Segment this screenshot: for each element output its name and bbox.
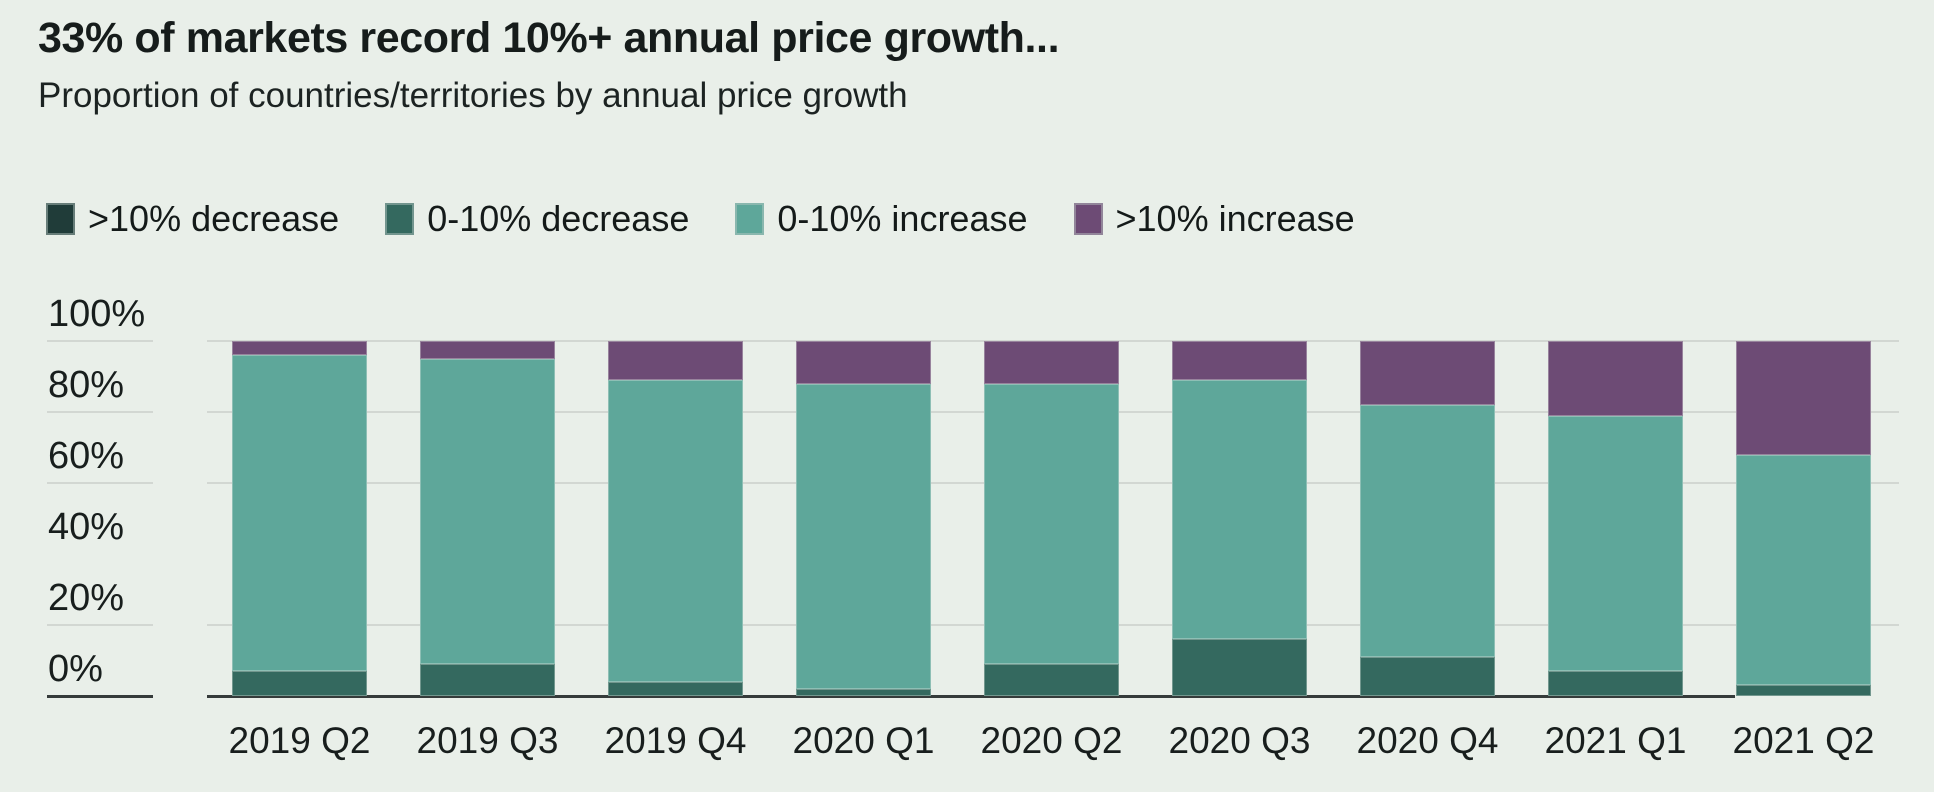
bar-segment-10-increase (1172, 341, 1307, 381)
bars-layer (0, 341, 1934, 696)
bar-segment-0-10-decrease (984, 664, 1119, 696)
bar-segment-0-10-decrease (232, 671, 367, 696)
legend-item-0-10-decrease: 0-10% decrease (385, 201, 689, 237)
x-axis-label-2020-q1: 2020 Q1 (792, 720, 935, 761)
y-axis-label-20: 20% (48, 577, 125, 619)
bar-segment-0-10-decrease (420, 664, 555, 696)
legend-item-10-decrease: >10% decrease (46, 201, 339, 237)
x-axis-label-2021-q1: 2021 Q1 (1544, 720, 1687, 761)
chart-title: 33% of markets record 10%+ annual price … (38, 14, 1060, 62)
bar-segment-10-increase (1548, 341, 1683, 416)
gridline-stub-100 (47, 340, 153, 342)
bar-segment-0-10-increase (796, 383, 931, 689)
bar-segment-0-10-increase (984, 383, 1119, 665)
y-axis-label-40: 40% (48, 506, 125, 548)
bar-segment-10-increase (420, 341, 555, 359)
chart-legend: >10% decrease 0-10% decrease 0-10% increas… (46, 201, 1355, 237)
gridline-stub-80 (47, 411, 153, 413)
bar-segment-0-10-decrease (1172, 639, 1307, 696)
bar-segment-0-10-decrease (1360, 656, 1495, 696)
legend-swatch-icon (735, 203, 765, 235)
gridline-stub-60 (47, 482, 153, 484)
bar-2020-q3 (1172, 341, 1307, 696)
bar-segment-10-increase (984, 341, 1119, 384)
bar-2019-q2 (232, 341, 367, 696)
y-axis-label-60: 60% (48, 435, 125, 477)
bar-segment-10-increase (232, 341, 367, 356)
x-axis-label-2019-q4: 2019 Q4 (604, 720, 747, 761)
legend-swatch-icon (385, 203, 415, 235)
legend-item-0-10-increase: 0-10% increase (735, 198, 1028, 239)
y-axis-label-0: 0% (48, 648, 103, 690)
bar-2021-q1 (1548, 341, 1683, 696)
legend-swatch-icon (46, 203, 75, 235)
bar-segment-0-10-increase (1360, 404, 1495, 657)
bar-segment-0-10-decrease (1548, 671, 1683, 696)
bar-segment-0-10-decrease (608, 681, 743, 696)
x-axis-label-2020-q2: 2020 Q2 (980, 720, 1123, 761)
axis-baseline (207, 695, 1735, 698)
bar-segment-0-10-increase (608, 380, 743, 682)
bar-segment-10-increase (1360, 341, 1495, 405)
legend-item-10-increase: >10% increase (1073, 198, 1355, 239)
legend-label: >10% increase (1115, 198, 1355, 239)
legend-label: 0-10% increase (777, 198, 1028, 239)
bar-segment-0-10-increase (232, 355, 367, 672)
bar-segment-10-increase (1736, 341, 1871, 455)
bar-2021-q2 (1736, 341, 1871, 696)
bar-segment-0-10-decrease (1736, 685, 1871, 696)
bar-segment-10-increase (608, 341, 743, 381)
bar-segment-0-10-increase (1736, 454, 1871, 686)
bar-segment-10-increase (796, 341, 931, 384)
chart-subtitle: Proportion of countries/territories by a… (38, 76, 908, 115)
legend-swatch-icon (1073, 203, 1103, 235)
legend-label: 0-10% decrease (427, 198, 690, 239)
x-axis-label-2020-q3: 2020 Q3 (1168, 720, 1311, 761)
y-axis-label-80: 80% (48, 364, 125, 406)
x-axis-label-2021-q2: 2021 Q2 (1732, 720, 1875, 761)
legend-label: >10% decrease (88, 198, 340, 239)
gridline-stub-20 (47, 624, 153, 626)
gridline-100 (207, 340, 1899, 342)
x-axis-label-2019-q2: 2019 Q2 (228, 720, 371, 761)
bar-2020-q1 (796, 341, 931, 696)
bar-segment-0-10-increase (1548, 415, 1683, 672)
bar-segment-0-10-increase (420, 358, 555, 665)
axis-baseline-stub (47, 695, 153, 698)
x-axis-label-2020-q4: 2020 Q4 (1356, 720, 1499, 761)
x-axis-label-2019-q3: 2019 Q3 (416, 720, 559, 761)
bar-2019-q4 (608, 341, 743, 696)
bar-segment-0-10-decrease (796, 688, 931, 696)
y-axis-label-100: 100% (48, 293, 146, 335)
bar-2020-q4 (1360, 341, 1495, 696)
bar-2019-q3 (420, 341, 555, 696)
bar-2020-q2 (984, 341, 1119, 696)
bar-segment-0-10-increase (1172, 380, 1307, 640)
